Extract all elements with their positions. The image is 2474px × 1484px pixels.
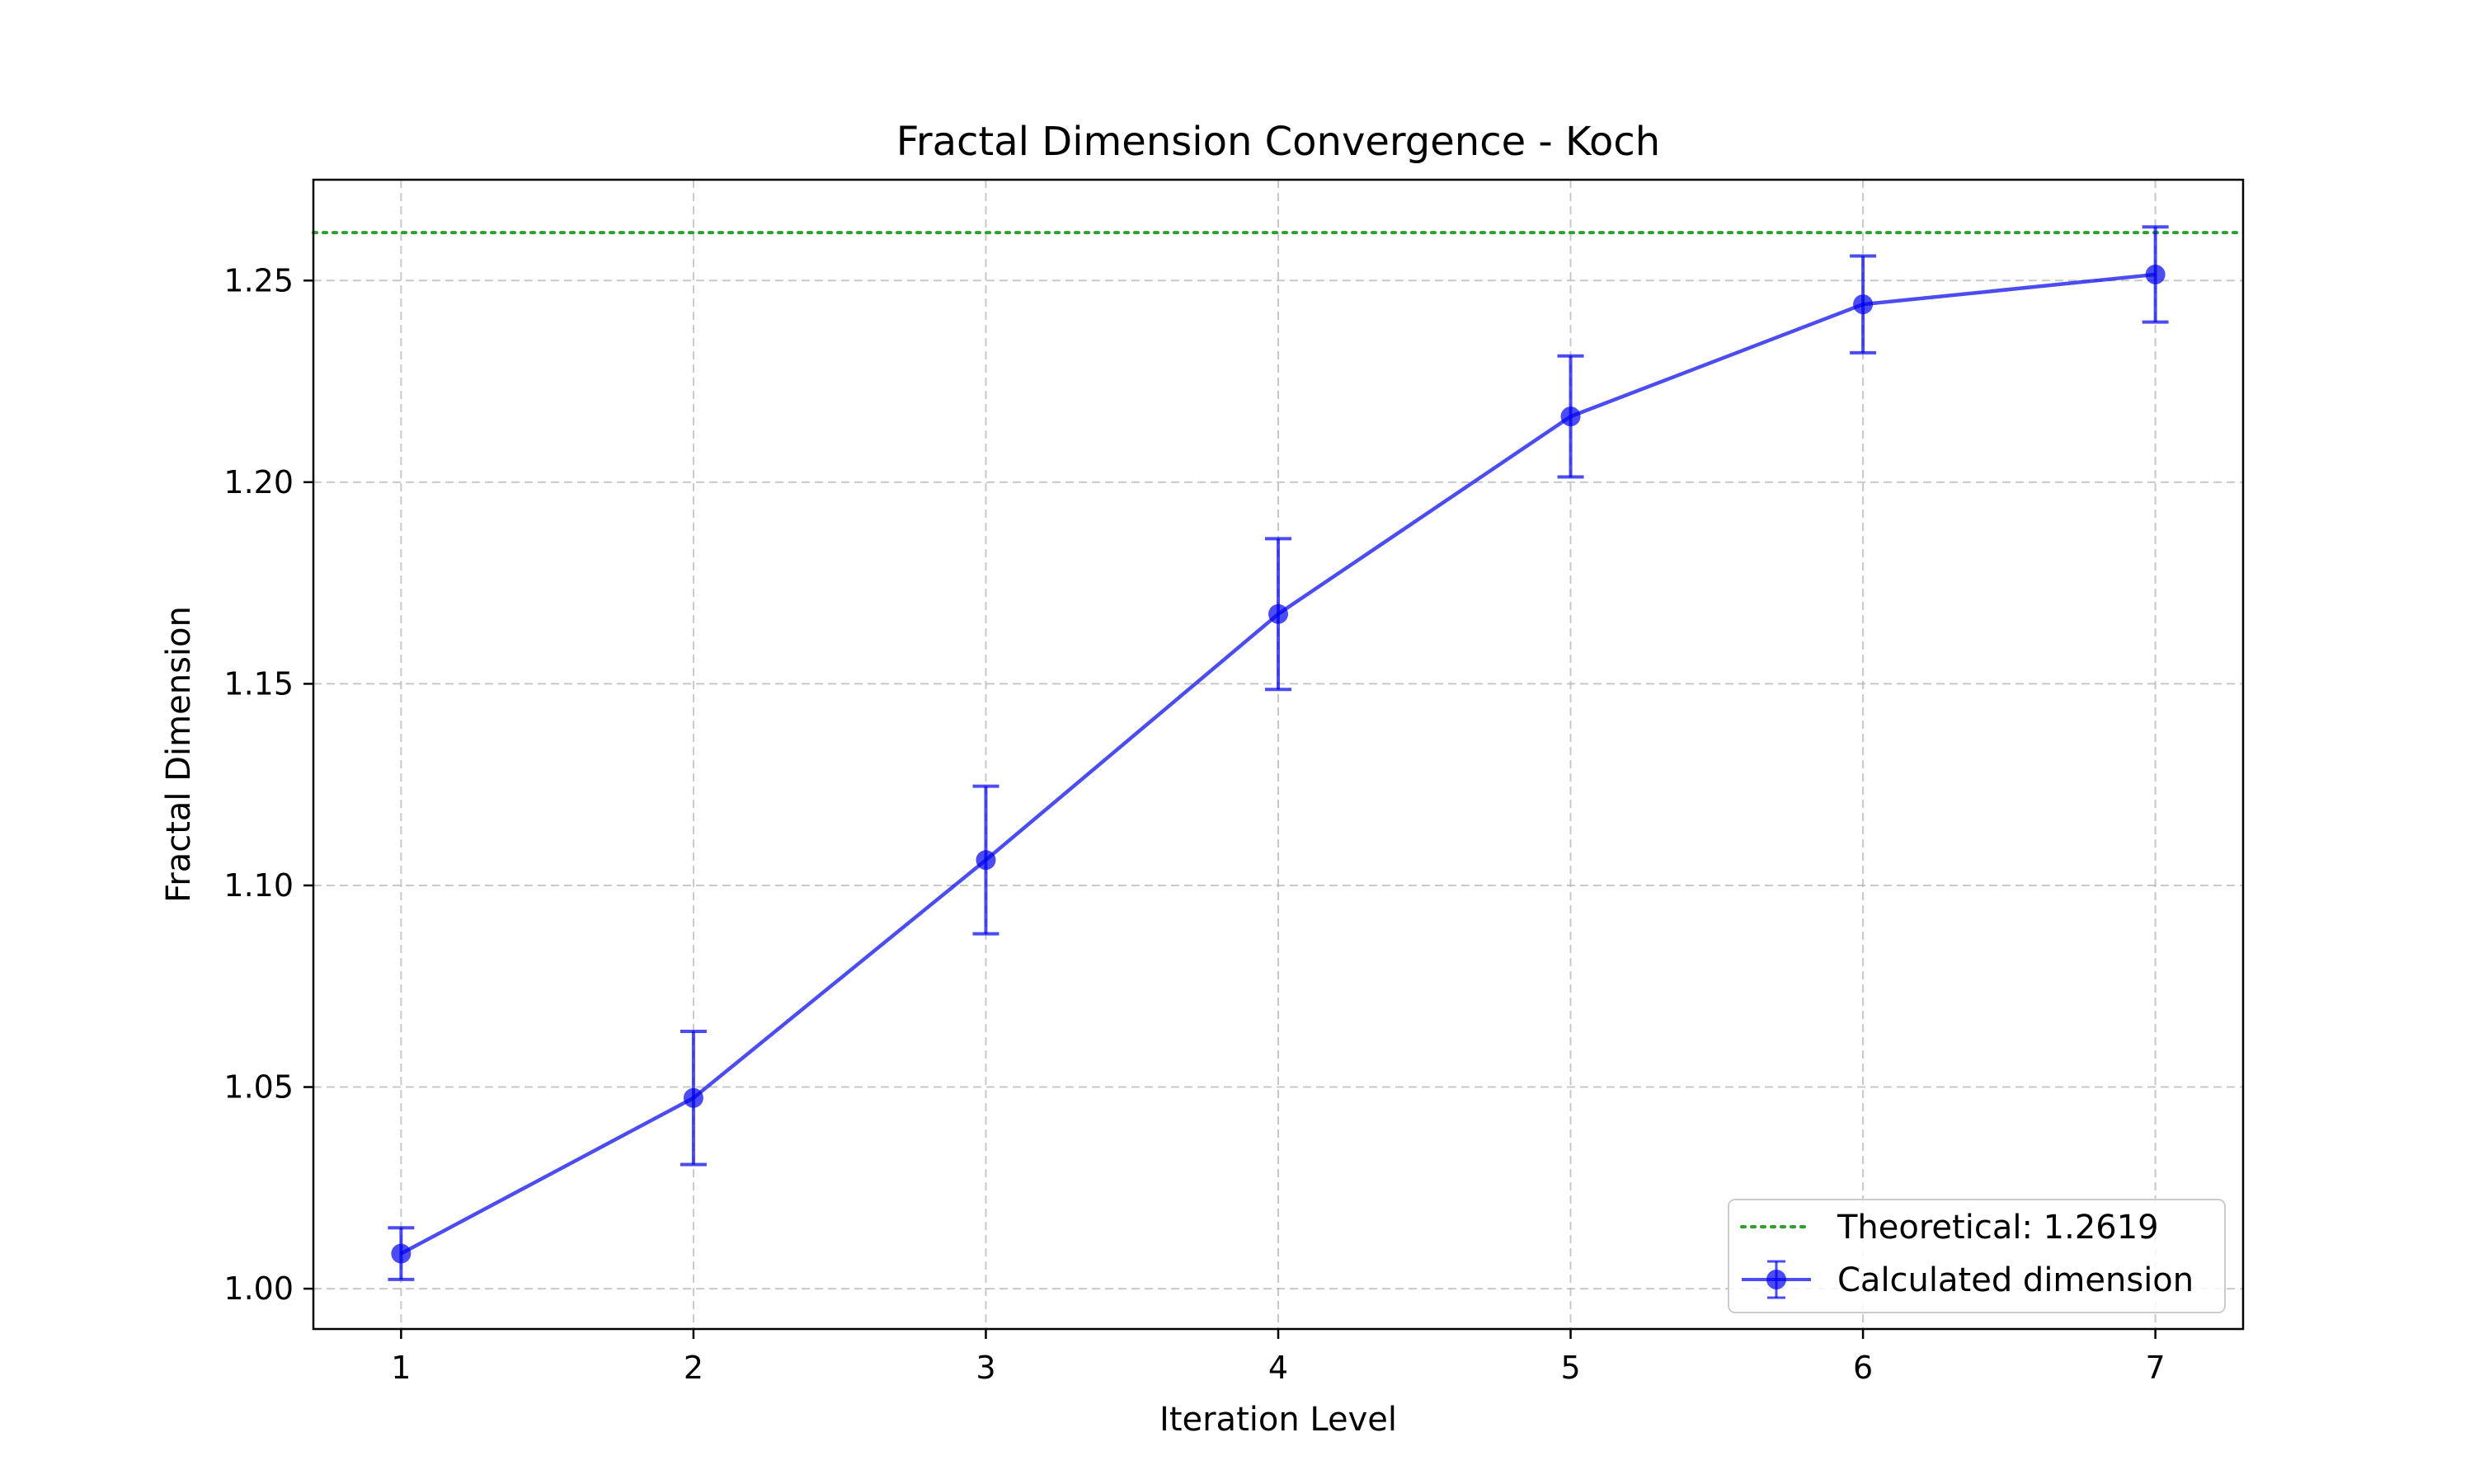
x-tick-label: 2 [684,1350,703,1386]
y-tick-label: 1.05 [223,1069,294,1106]
data-point [976,850,996,871]
x-axis-label: Iteration Level [1159,1401,1397,1439]
data-point [1560,406,1581,427]
data-point [683,1087,703,1108]
plot-area [312,178,2245,1331]
data-point [1268,603,1288,624]
x-tick-label: 4 [1268,1350,1288,1386]
y-tick-label: 1.00 [223,1270,294,1307]
x-tick-label: 7 [2146,1350,2166,1386]
legend-series-label: Calculated dimension [1837,1261,2194,1299]
legend-box [1728,1199,2226,1313]
data-point [1853,294,1874,315]
x-tick-label: 5 [1560,1350,1580,1386]
x-tick-label: 6 [1853,1350,1873,1386]
data-point [2145,264,2166,284]
x-tick-label: 1 [391,1350,411,1386]
y-axis-label: Fractal Dimension [160,606,198,903]
y-tick-label: 1.25 [223,262,294,298]
data-point [391,1243,412,1264]
y-tick-label: 1.15 [223,665,294,702]
series-layer [388,225,2169,1281]
y-axis: 1.00 1.05 1.10 1.15 1.20 1.25 [223,262,313,1307]
x-tick-label: 3 [976,1350,995,1386]
x-axis: 1 2 3 4 5 6 7 [391,1329,2166,1386]
y-tick-label: 1.10 [223,867,294,904]
legend: Theoretical: 1.2619 Calculated dimension [1728,1199,2226,1313]
legend-theoretical-label: Theoretical: 1.2619 [1837,1209,2159,1247]
chart-title: Fractal Dimension Convergence - Koch [896,119,1660,165]
legend-series-marker [1766,1270,1786,1289]
y-tick-label: 1.20 [223,464,294,500]
